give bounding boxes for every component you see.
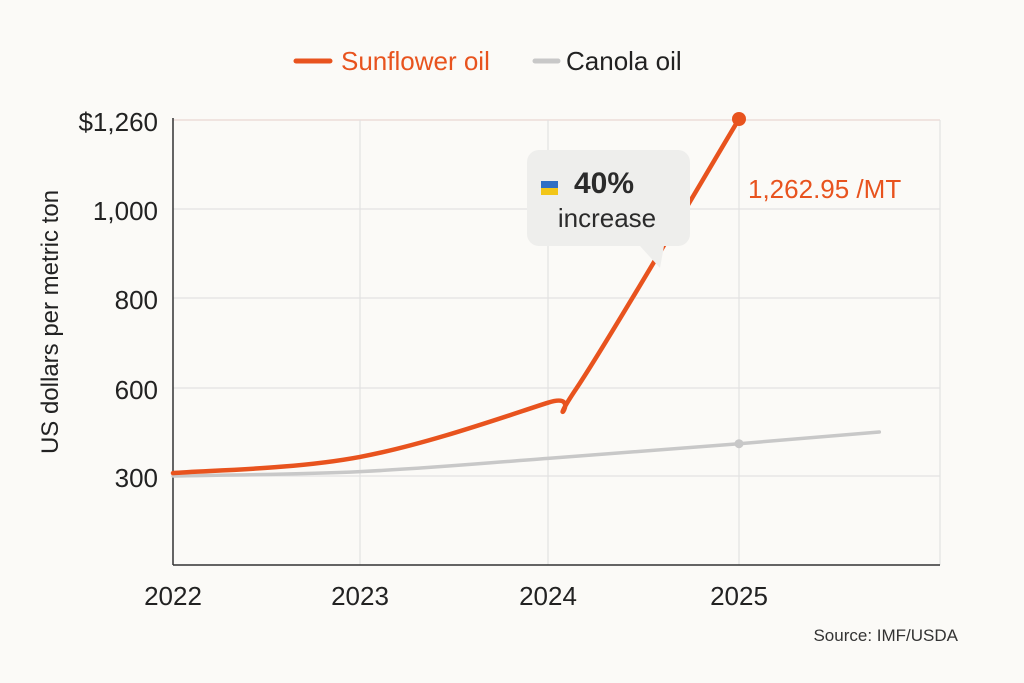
x-tick-label: 2022 [144, 581, 202, 611]
series-line-sunflower [170, 116, 742, 476]
ukraine-flag-icon [541, 181, 558, 195]
legend: Sunflower oil Canola oil [293, 46, 682, 76]
increase-callout: 40% increase [527, 150, 690, 268]
legend-label-sunflower: Sunflower oil [341, 46, 490, 76]
y-tick-label: 600 [115, 375, 158, 405]
y-tick-label: 1,000 [93, 196, 158, 226]
callout-pointer [640, 246, 664, 268]
source-note: Source: IMF/USDA [813, 626, 958, 645]
grid [173, 119, 941, 565]
callout-text: increase [558, 203, 656, 233]
end-value-label: 1,262.95 /MT [748, 174, 901, 204]
x-tick-label: 2023 [331, 581, 389, 611]
y-ticks: $1,260 1,000 800 600 300 [78, 107, 158, 493]
callout-percent: 40% [574, 167, 634, 200]
x-tick-label: 2024 [519, 581, 577, 611]
callout-box [527, 150, 690, 246]
x-ticks: 2022 2023 2024 2025 [144, 581, 768, 611]
series-layer [170, 116, 882, 478]
canola-point-2025 [734, 439, 744, 449]
x-tick-label: 2025 [710, 581, 768, 611]
y-tick-label: 300 [115, 463, 158, 493]
series-line-canola [171, 430, 882, 478]
sunflower-end-point [732, 111, 746, 126]
y-tick-label: 800 [115, 285, 158, 315]
y-axis-label: US dollars per metric ton [37, 190, 64, 454]
legend-label-canola: Canola oil [566, 46, 682, 76]
y-tick-label: $1,260 [78, 107, 158, 137]
